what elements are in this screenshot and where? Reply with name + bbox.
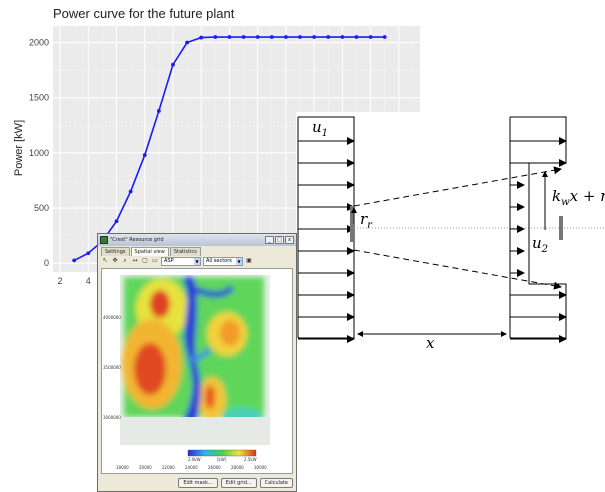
- map-y-tick: 3000000: [103, 415, 121, 420]
- window-toolbar: ↖ ✥ ⌕ ↔ ▢ ▭ ASP ▼ All sectors ▼ ▣: [101, 256, 293, 266]
- maximize-button[interactable]: □: [275, 236, 284, 244]
- data-point: [241, 35, 246, 39]
- map-x-tick: 18000: [116, 465, 129, 470]
- rr-label: rr: [360, 210, 373, 231]
- data-point: [171, 62, 175, 67]
- window-title: "Crest" Resource grid: [110, 237, 164, 243]
- y-tick-label: 1000: [29, 148, 49, 158]
- upstream-arrows: [298, 137, 355, 343]
- wake-radius-label: kwx + r: [552, 187, 605, 208]
- sector-select[interactable]: All sectors ▼: [203, 256, 243, 266]
- data-point: [340, 35, 345, 39]
- calculate-button[interactable]: Calculate: [259, 478, 293, 488]
- data-point: [326, 35, 331, 39]
- move-icon[interactable]: ↔: [132, 257, 138, 264]
- x-tick-label: 2: [58, 276, 63, 286]
- legend-unit-label: [kW]: [217, 457, 227, 462]
- close-button[interactable]: x: [285, 236, 294, 244]
- tab-spatial-view[interactable]: Spatial view: [130, 247, 169, 256]
- u2-label: u2: [532, 234, 548, 255]
- data-point: [227, 35, 232, 39]
- downstream-arrows: [510, 137, 567, 343]
- data-point: [213, 35, 218, 39]
- x-tick-label: 4: [86, 276, 91, 286]
- data-point: [255, 35, 260, 39]
- tab-settings[interactable]: Settings: [101, 247, 130, 256]
- y-tick-label: 2000: [29, 38, 49, 48]
- tab-statistics[interactable]: Statistics: [169, 247, 201, 256]
- chevron-down-icon: ▼: [236, 257, 242, 265]
- data-point: [382, 35, 387, 39]
- map-y-ticks: 4000000 3500000 3000000: [103, 315, 121, 420]
- heatmap-field: [120, 275, 270, 445]
- u1-label: u1: [312, 118, 328, 139]
- data-point: [156, 109, 161, 113]
- pan-icon[interactable]: ✥: [112, 257, 118, 264]
- y-tick-labels: 0 500 1000 1500 2000: [29, 38, 49, 269]
- upstream-rotor: [350, 206, 354, 242]
- data-point: [142, 153, 147, 157]
- distance-label: x: [426, 334, 435, 352]
- window-tabs: Settings Spatial view Statistics: [101, 247, 202, 256]
- edit-mask-button[interactable]: Edit mask...: [178, 478, 218, 488]
- downstream-rotor: [559, 216, 563, 240]
- upstream-profile: u1: [297, 116, 355, 343]
- map-x-tick: 24000: [185, 465, 198, 470]
- map-x-tick: 20000: [139, 465, 152, 470]
- wake-upper-boundary: [353, 166, 562, 207]
- edit-grid-button[interactable]: Edit grid...: [220, 478, 257, 488]
- zoom-window-icon[interactable]: ▭: [152, 257, 158, 264]
- legend-min-label: 2.0kW: [188, 457, 201, 462]
- legend: 2.0kW [kW] 2.5kW: [187, 449, 257, 462]
- chart-gridlines: [53, 26, 420, 272]
- chart-title: Power curve for the future plant: [53, 6, 235, 21]
- resource-map-svg: 2.0kW [kW] 2.5kW 4000000 3500000 3000000…: [103, 275, 271, 470]
- y-tick-label: 500: [34, 203, 49, 213]
- data-point: [185, 40, 189, 45]
- map-x-tick: 28000: [231, 465, 244, 470]
- y-tick-label: 1500: [29, 93, 49, 103]
- wake-lower-boundary: [353, 249, 562, 290]
- wake-diagram-svg: u1 rr u2 kwx + r x: [296, 112, 605, 357]
- y-tick-label: 0: [44, 258, 49, 268]
- y-axis-label: Power [kW]: [13, 120, 25, 176]
- parameter-select[interactable]: ASP ▼: [161, 256, 201, 266]
- data-point: [354, 35, 359, 39]
- data-point: [368, 35, 373, 39]
- data-point: [269, 35, 274, 39]
- map-x-tick: 22000: [162, 465, 175, 470]
- window-button-row: Edit mask... Edit grid... Calculate: [178, 478, 293, 488]
- pointer-icon[interactable]: ↖: [102, 257, 108, 264]
- series-points: [72, 35, 387, 263]
- data-point: [128, 189, 133, 194]
- map-y-tick: 3500000: [103, 365, 121, 370]
- data-point: [284, 35, 288, 39]
- map-x-tick: 26000: [208, 465, 221, 470]
- resource-grid-window: "Crest" Resource grid _ □ x Settings Spa…: [97, 233, 297, 492]
- data-point: [298, 35, 302, 39]
- map-x-ticks: 18000 20000 22000 24000 26000 28000 3000…: [116, 465, 267, 470]
- window-controls: _ □ x: [265, 236, 294, 244]
- wake-diagram: u1 rr u2 kwx + r x: [296, 112, 605, 357]
- window-titlebar[interactable]: "Crest" Resource grid: [98, 234, 296, 246]
- data-point: [86, 251, 91, 256]
- wake-background: [296, 112, 605, 357]
- downstream-profile: u2: [509, 116, 567, 343]
- zoom-extent-icon[interactable]: ▢: [142, 257, 148, 264]
- minimize-button[interactable]: _: [265, 236, 274, 244]
- chevron-down-icon: ▼: [194, 257, 200, 265]
- data-point: [72, 258, 77, 263]
- map-y-tick: 4000000: [103, 315, 121, 320]
- zoom-icon[interactable]: ⌕: [123, 257, 127, 264]
- map-x-tick: 30000: [254, 465, 267, 470]
- legend-max-label: 2.5kW: [244, 457, 257, 462]
- data-point: [114, 219, 119, 224]
- resource-map[interactable]: 2.0kW [kW] 2.5kW 4000000 3500000 3000000…: [101, 268, 293, 474]
- data-point: [312, 35, 317, 39]
- save-icon[interactable]: ▣: [246, 257, 252, 264]
- app-icon: [100, 236, 108, 244]
- data-point: [199, 35, 204, 40]
